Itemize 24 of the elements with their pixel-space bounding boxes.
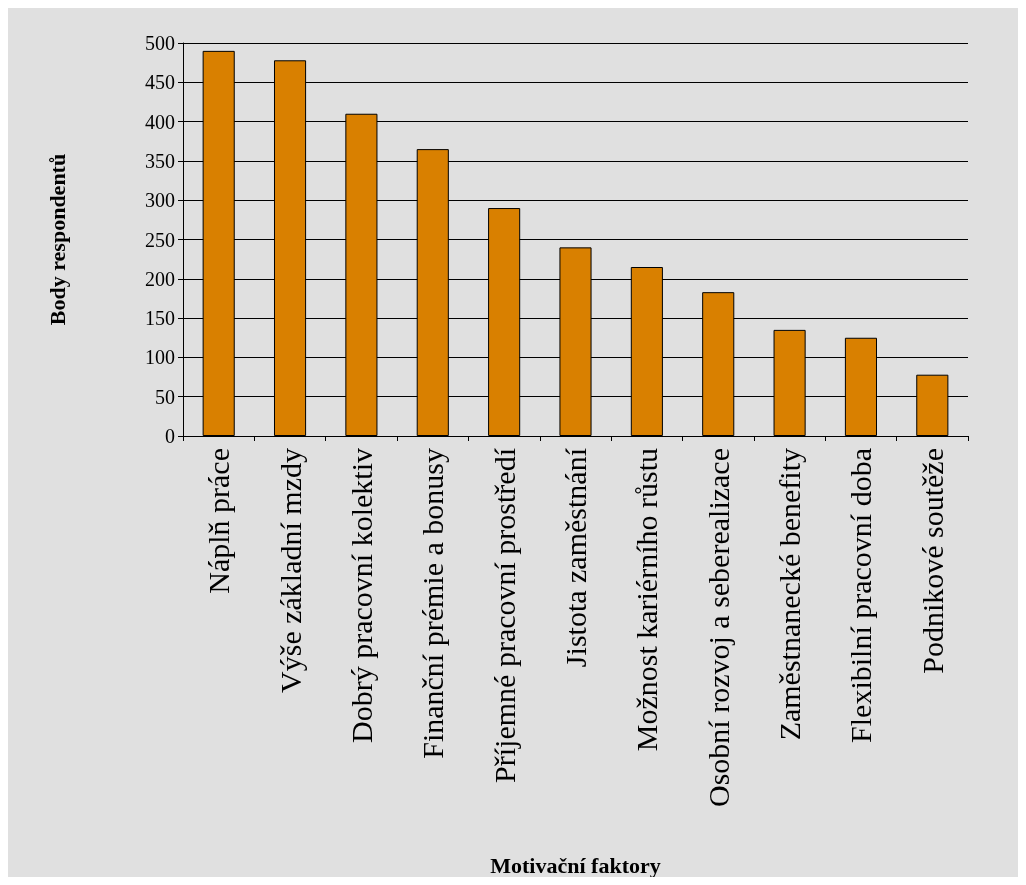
x-tick-label: Příjemné pracovní prostředí: [487, 447, 521, 783]
x-tick-label: Finanční prémie a bonusy: [416, 448, 450, 759]
y-tick-label: 300: [145, 189, 175, 212]
x-axis-title: Motivační faktory: [490, 852, 661, 878]
y-tick-label: 400: [145, 110, 175, 133]
y-tick-label: 450: [145, 71, 175, 94]
x-tick-label: Jistota zaměstnání: [559, 447, 592, 668]
x-tick-label: Dobrý pracovní kolektiv: [344, 448, 378, 743]
y-tick-label: 100: [145, 346, 175, 369]
y-tick-label: 0: [165, 425, 175, 447]
x-tick-label: Flexibilní pracovní doba: [844, 448, 878, 743]
y-tick-label: 150: [145, 307, 175, 330]
x-tick-label: Osobní rozvoj a seberealizace: [701, 448, 735, 807]
y-tick-label: 200: [145, 267, 175, 290]
y-tick-label: 50: [155, 385, 175, 408]
x-tick-label: Zaměstnanecké benefity: [773, 448, 807, 741]
x-tick-label: Možnost kariérního růstu: [630, 448, 664, 752]
y-tick-label: 250: [145, 228, 175, 251]
y-tick-label: 500: [145, 32, 175, 54]
x-tick-label: Náplň práce: [202, 448, 236, 594]
y-tick-label: 350: [145, 149, 175, 172]
y-axis-title: Body respondentů: [44, 153, 70, 326]
x-tick-label: Výše základní mzdy: [273, 448, 307, 693]
x-tick-label: Podnikové soutěže: [915, 448, 949, 674]
